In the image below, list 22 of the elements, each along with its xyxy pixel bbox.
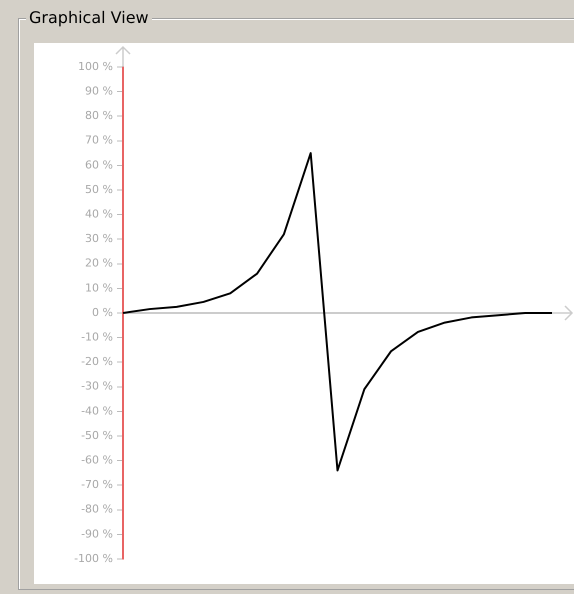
y-tick-label: -80 % — [81, 502, 113, 516]
y-tick-label: -100 % — [74, 552, 113, 565]
y-tick-label: 40 % — [85, 207, 113, 220]
y-tick-label: -70 % — [81, 478, 113, 492]
y-tick-label: -50 % — [81, 428, 113, 442]
y-tick-label: 30 % — [85, 232, 113, 246]
y-tick-label: 20 % — [85, 256, 113, 270]
y-tick-label: 80 % — [85, 109, 113, 122]
y-tick-label: 60 % — [85, 158, 113, 172]
y-tick-label: 50 % — [85, 182, 113, 196]
y-tick-label: -10 % — [81, 330, 113, 344]
y-tick-label: 10 % — [85, 281, 113, 294]
y-tick-label: -20 % — [81, 355, 113, 368]
y-tick-label: 70 % — [85, 134, 113, 147]
y-tick-label: -40 % — [81, 404, 113, 418]
y-tick-label: 100 % — [78, 60, 113, 73]
y-tick-label: 90 % — [85, 84, 113, 98]
y-tick-label: 0 % — [92, 306, 113, 319]
chart-title: Graphical View — [26, 8, 152, 27]
y-tick-label: -90 % — [81, 527, 113, 540]
y-tick-label: -30 % — [81, 380, 113, 393]
y-tick-label: -60 % — [81, 453, 113, 466]
